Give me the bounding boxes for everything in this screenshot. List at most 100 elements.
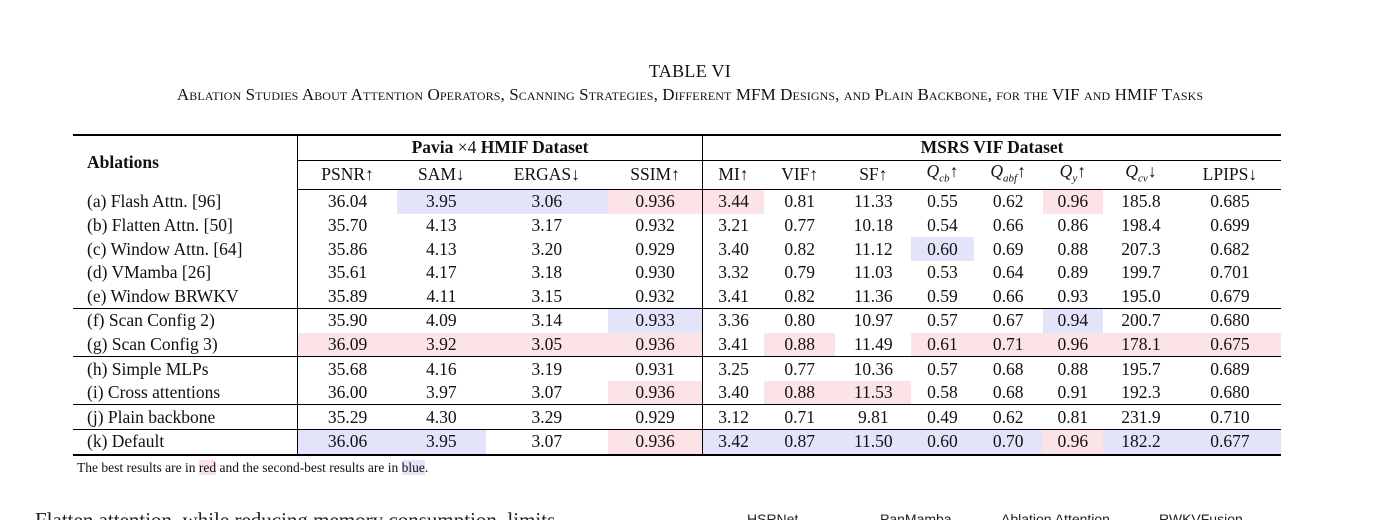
table-cell: 0.82 [784,285,815,306]
table-cell: 11.33 [853,191,893,212]
table-cell: 0.94 [1042,308,1104,333]
table-cell: 0.689 [1178,356,1281,381]
column-header: PSNR↑ [297,160,398,191]
table-cell: 36.06 [297,429,398,455]
column-header: SAM↓ [397,160,486,191]
table-cell: 36.09 [297,332,398,357]
table-cell: 0.931 [608,356,703,381]
table-cell: 3.95 [397,189,486,214]
table-cell: 4.17 [426,262,457,283]
table-cell: 3.36 [702,308,764,333]
table-cell: 0.62 [973,404,1043,430]
table-cell: 3.92 [397,332,486,357]
table-cell: 0.70 [973,429,1043,455]
column-header: Qcb↑ [911,160,974,191]
figure-label-ablation-attention: Ablation Attention [1001,511,1110,520]
table-cell: 10.97 [835,308,912,333]
column-header: Qy↑ [1042,160,1104,191]
table-cell: 0.64 [992,262,1024,283]
table-cell: 0.93 [1057,285,1089,306]
table-cell: 231.9 [1103,404,1179,430]
table-cell: 10.18 [853,214,893,235]
table-cell: 3.40 [702,380,764,405]
table-cell: 0.81 [1042,404,1104,430]
table-cell: 0.54 [927,214,958,235]
table-cell: 0.88 [763,332,836,357]
table-cell: 0.58 [927,382,958,403]
table-row: (g) Scan Config 3) 36.09 3.92 3.05 0.936 3.41… [73,332,1281,357]
table-row: (e) Window BRWKV 35.89 4.11 3.15 0.932 3.41 0.… [73,284,1281,309]
row-label: (d) VMamba [26] [87,262,212,283]
table-cell: 0.96 [1042,332,1104,357]
figure-label-rwkvfusion: RWKVFusion [1159,511,1243,520]
table-cell: 0.86 [1057,214,1089,235]
top-cropped-line [0,0,1380,3]
table-row: (d) VMamba [26] 35.61 4.17 3.18 0.930 3.32 0.7… [73,260,1281,285]
table-cell: 0.68 [992,382,1024,403]
table-cell: 178.1 [1103,332,1179,357]
table-cell: 182.2 [1103,429,1179,455]
table-cell: 3.06 [485,189,609,214]
table-cell: 0.96 [1042,429,1104,455]
table-cell: 0.930 [635,262,675,283]
table-cell: 0.701 [1210,262,1250,283]
row-label: (i) Cross attentions [87,382,221,403]
row-label: (h) Simple MLPs [73,356,298,381]
table-cell: 0.61 [911,332,974,357]
table-cell: 198.4 [1121,214,1161,235]
table-body: (a) Flash Attn. [96] 36.04 3.95 3.06 0.936 3.… [73,189,1281,455]
table-cell: 3.07 [531,382,563,403]
table-row: (f) Scan Config 2) 35.90 4.09 3.14 0.933 3.36… [73,308,1281,333]
column-header: MI↑ [702,160,764,191]
table-cell: 35.61 [297,260,398,285]
table-cell: 0.936 [608,429,703,455]
column-header: Qcv↓ [1103,160,1179,191]
table-cell: 3.14 [485,308,609,333]
table-cell: 35.70 [297,213,398,238]
row-label: (k) Default [73,429,298,455]
row-label: (b) Flatten Attn. [50] [87,214,233,235]
table-cell: 207.3 [1121,238,1161,259]
table-cell: 35.89 [297,284,398,309]
table-cell: 0.71 [973,332,1043,357]
table-cell: 0.87 [763,429,836,455]
table-row: (h) Simple MLPs 35.68 4.16 3.19 0.931 3.25 0.7… [73,356,1281,381]
column-header: VIF↑ [763,160,836,191]
table-row: (j) Plain backbone 35.29 4.30 3.29 0.929 3.12… [73,404,1281,430]
table-cell: 0.69 [992,238,1024,259]
group-header-hmif: Pavia ×4 HMIF Dataset [296,135,703,161]
table-cell: 0.49 [911,404,974,430]
table-cell: 0.80 [763,308,836,333]
table-cell: 0.675 [1178,332,1281,357]
table-cell: 3.29 [485,404,609,430]
table-cell: 0.77 [763,356,836,381]
table-cell: 195.0 [1121,285,1161,306]
table-cell: 0.53 [927,262,958,283]
table-cell: 0.88 [1042,356,1104,381]
figure-label-hsrnet: HSRNet [747,511,799,520]
table-cell: 11.53 [835,380,912,405]
table-cell: 3.20 [531,238,563,259]
table-row: (b) Flatten Attn. [50] 35.70 4.13 3.17 0.932… [73,213,1281,238]
table-cell: 4.13 [426,238,457,259]
table-cell: 200.7 [1103,308,1179,333]
table-cell: 192.3 [1121,382,1161,403]
column-header: ERGAS↓ [485,160,609,191]
table-cell: 10.36 [835,356,912,381]
table-label: TABLE VI [648,61,732,81]
table-cell: 0.57 [911,356,974,381]
column-header-row: PSNR↑ SAM↓ ERGAS↓ SSIM↑ MI↑ VIF↑ SF↑ Qcb↑ Qabf↑ Q… [73,160,1281,191]
table-cell: 0.88 [1057,238,1089,259]
table-cell: 3.41 [702,284,764,309]
table-cell: 35.68 [297,356,398,381]
table-cell: 3.25 [702,356,764,381]
column-header: SF↑ [835,160,912,191]
table-cell: 0.91 [1057,382,1089,403]
row-label: (j) Plain backbone [73,404,298,430]
table-cell: 0.685 [1210,191,1250,212]
row-label: (a) Flash Attn. [96] [87,191,222,212]
table-cell: 11.49 [853,333,893,354]
table-cell: 3.41 [702,332,764,357]
column-header: SSIM↑ [608,160,703,191]
column-header: Qabf↑ [973,160,1043,191]
